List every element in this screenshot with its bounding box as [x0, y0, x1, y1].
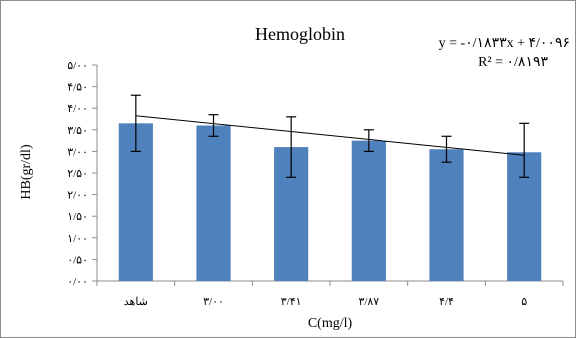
y-tick-label: ۰/۵۰ — [67, 254, 88, 266]
x-tick-label: ۵ — [521, 296, 527, 308]
x-tick-label: ۴/۴ — [439, 296, 454, 308]
bars — [118, 123, 542, 281]
y-tick-label: ۰/۰۰ — [67, 276, 88, 288]
r-squared-label: R² = ۰/۸۱۹۳ — [478, 55, 548, 70]
bar — [351, 140, 386, 281]
y-tick-label: ۲/۰۰ — [67, 190, 88, 202]
bar — [196, 125, 231, 281]
y-tick-label: ۳/۵۰ — [67, 125, 88, 137]
y-tick-label: ۳/۰۰ — [67, 146, 88, 158]
y-tick-label: ۱/۵۰ — [67, 211, 88, 223]
y-axis-label: HB(gr/dl) — [19, 144, 34, 200]
error-bars — [130, 94, 530, 178]
x-tick-label: ۳/۸۷ — [358, 296, 379, 308]
y-tick-label: ۴/۰۰ — [67, 103, 88, 115]
y-tick-label: ۱/۰۰ — [67, 233, 88, 245]
y-tick-label: ۵/۰۰ — [67, 60, 88, 72]
chart-title: Hemoglobin — [255, 24, 345, 44]
trendline — [135, 115, 525, 156]
x-tick-label: ۳/۴۱ — [281, 296, 302, 308]
bar — [429, 149, 464, 281]
category-labels: شاهد ۳/۰۰ ۳/۴۱ ۳/۸۷ ۴/۴ ۵ — [124, 296, 527, 308]
y-tick-label: ۲/۵۰ — [67, 168, 88, 180]
ticks: ۰/۰۰ ۰/۵۰ ۱/۰۰ ۱/۵۰ ۲/۰۰ ۲/۵۰ ۳/۰۰ ۳/۵۰ ۴/۰۰ ۴/۵۰… — [67, 60, 564, 288]
x-axis-label: C(mg/l) — [308, 316, 353, 331]
x-tick-label: شاهد — [124, 296, 148, 308]
y-tick-label: ۴/۵۰ — [67, 82, 88, 94]
trendline-equation: y = -۰/۱۸۳۳x + ۴/۰۰۹۶ — [439, 36, 570, 51]
x-tick-label: ۳/۰۰ — [203, 296, 224, 308]
